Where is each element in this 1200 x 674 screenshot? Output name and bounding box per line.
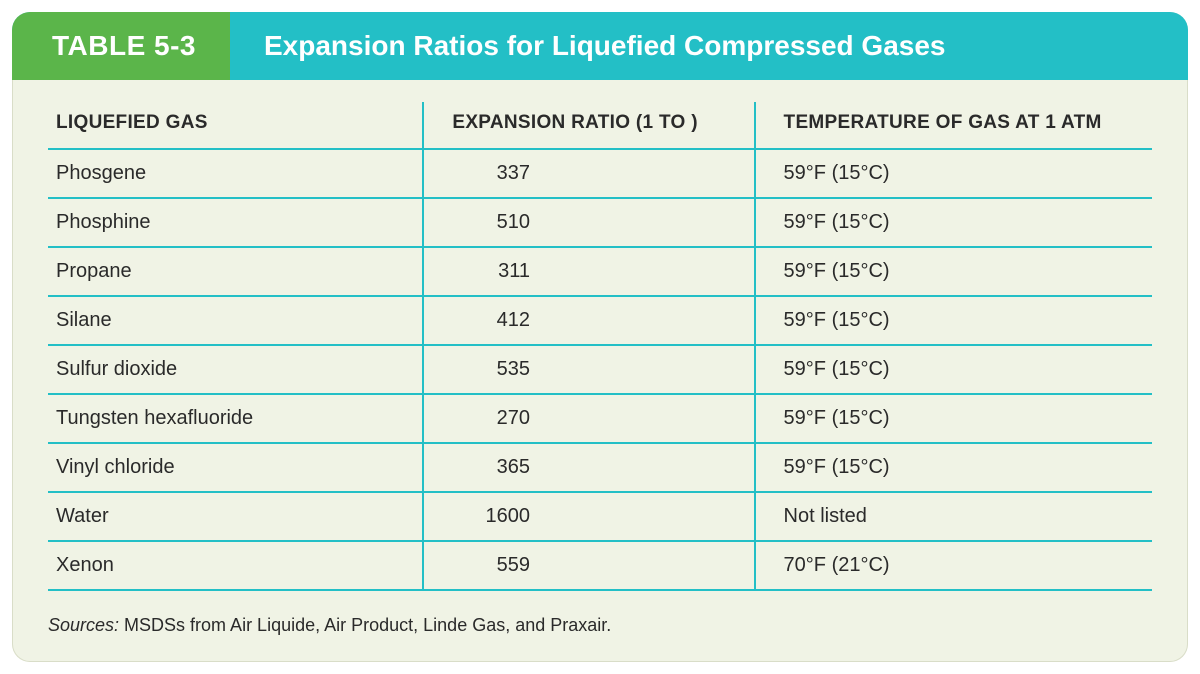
table-row: Xenon 559 70°F (21°C) xyxy=(48,541,1152,590)
table-card: TABLE 5-3 Expansion Ratios for Liquefied… xyxy=(12,12,1188,662)
cell-ratio: 559 xyxy=(423,541,754,590)
table-row: Vinyl chloride 365 59°F (15°C) xyxy=(48,443,1152,492)
cell-gas: Xenon xyxy=(48,541,423,590)
ratio-value: 559 xyxy=(474,554,530,577)
cell-ratio: 1600 xyxy=(423,492,754,541)
cell-temp: 59°F (15°C) xyxy=(755,345,1152,394)
table-row: Tungsten hexafluoride 270 59°F (15°C) xyxy=(48,394,1152,443)
cell-ratio: 510 xyxy=(423,198,754,247)
cell-temp: 59°F (15°C) xyxy=(755,149,1152,198)
table-number-tab: TABLE 5-3 xyxy=(12,12,230,80)
ratio-value: 510 xyxy=(474,211,530,234)
col-header-ratio: EXPANSION RATIO (1 TO ) xyxy=(423,102,754,149)
table-row: Propane 311 59°F (15°C) xyxy=(48,247,1152,296)
table-row: Phosphine 510 59°F (15°C) xyxy=(48,198,1152,247)
cell-ratio: 270 xyxy=(423,394,754,443)
ratio-value: 1600 xyxy=(474,505,530,528)
table-row: Silane 412 59°F (15°C) xyxy=(48,296,1152,345)
cell-ratio: 311 xyxy=(423,247,754,296)
col-header-gas: LIQUEFIED GAS xyxy=(48,102,423,149)
cell-temp: 59°F (15°C) xyxy=(755,443,1152,492)
table-title: Expansion Ratios for Liquefied Compresse… xyxy=(230,12,1188,80)
table-header-row: LIQUEFIED GAS EXPANSION RATIO (1 TO ) TE… xyxy=(48,102,1152,149)
ratio-value: 412 xyxy=(474,309,530,332)
sources-line: Sources: MSDSs from Air Liquide, Air Pro… xyxy=(12,601,1188,662)
cell-gas: Water xyxy=(48,492,423,541)
cell-gas: Tungsten hexafluoride xyxy=(48,394,423,443)
table-header: TABLE 5-3 Expansion Ratios for Liquefied… xyxy=(12,12,1188,80)
cell-gas: Sulfur dioxide xyxy=(48,345,423,394)
sources-label: Sources: xyxy=(48,615,119,635)
cell-temp: Not listed xyxy=(755,492,1152,541)
cell-ratio: 337 xyxy=(423,149,754,198)
cell-gas: Propane xyxy=(48,247,423,296)
cell-temp: 59°F (15°C) xyxy=(755,394,1152,443)
cell-temp: 59°F (15°C) xyxy=(755,198,1152,247)
ratio-value: 365 xyxy=(474,456,530,479)
ratio-value: 270 xyxy=(474,407,530,430)
ratio-value: 311 xyxy=(474,260,530,283)
col-header-temp: TEMPERATURE OF GAS AT 1 ATM xyxy=(755,102,1152,149)
cell-temp: 70°F (21°C) xyxy=(755,541,1152,590)
cell-ratio: 535 xyxy=(423,345,754,394)
cell-gas: Phosphine xyxy=(48,198,423,247)
table-row: Sulfur dioxide 535 59°F (15°C) xyxy=(48,345,1152,394)
sources-text: MSDSs from Air Liquide, Air Product, Lin… xyxy=(119,615,611,635)
table-body: Phosgene 337 59°F (15°C) Phosphine 510 5… xyxy=(48,149,1152,590)
cell-gas: Vinyl chloride xyxy=(48,443,423,492)
cell-temp: 59°F (15°C) xyxy=(755,247,1152,296)
data-table: LIQUEFIED GAS EXPANSION RATIO (1 TO ) TE… xyxy=(48,102,1152,591)
cell-gas: Phosgene xyxy=(48,149,423,198)
table-row: Phosgene 337 59°F (15°C) xyxy=(48,149,1152,198)
cell-ratio: 412 xyxy=(423,296,754,345)
cell-temp: 59°F (15°C) xyxy=(755,296,1152,345)
cell-gas: Silane xyxy=(48,296,423,345)
table-row: Water 1600 Not listed xyxy=(48,492,1152,541)
ratio-value: 535 xyxy=(474,358,530,381)
table-wrapper: LIQUEFIED GAS EXPANSION RATIO (1 TO ) TE… xyxy=(12,80,1188,601)
cell-ratio: 365 xyxy=(423,443,754,492)
ratio-value: 337 xyxy=(474,162,530,185)
